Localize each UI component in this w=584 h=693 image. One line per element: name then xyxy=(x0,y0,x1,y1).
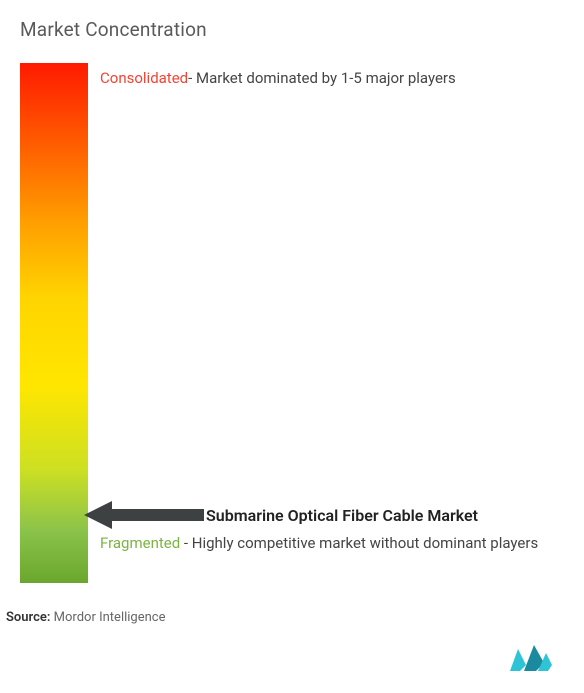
fragmented-term: Fragmented xyxy=(100,534,180,552)
source-attribution: Source: Mordor Intelligence xyxy=(6,610,166,625)
consolidated-desc: - Market dominated by 1-5 major players xyxy=(188,69,456,87)
market-marker-label: Submarine Optical Fiber Cable Market xyxy=(206,506,478,525)
source-key: Source: xyxy=(6,610,50,625)
arrow-left-icon xyxy=(84,501,204,529)
fragmented-label-row: Fragmented - Highly competitive market w… xyxy=(100,531,564,555)
consolidated-label-row: Consolidated- Market dominated by 1-5 ma… xyxy=(100,67,564,90)
chart-area: Consolidated- Market dominated by 1-5 ma… xyxy=(20,63,564,593)
consolidated-term: Consolidated xyxy=(100,69,188,87)
source-value: Mordor Intelligence xyxy=(54,610,166,625)
concentration-gradient-bar xyxy=(20,63,88,583)
chart-title: Market Concentration xyxy=(20,18,564,41)
mordor-logo-icon xyxy=(506,641,554,675)
infographic-container: Market Concentration Consolidated- Marke… xyxy=(0,0,584,693)
fragmented-desc: - Highly competitive market without domi… xyxy=(180,534,538,552)
market-marker-row: Submarine Optical Fiber Cable Market xyxy=(84,501,564,529)
